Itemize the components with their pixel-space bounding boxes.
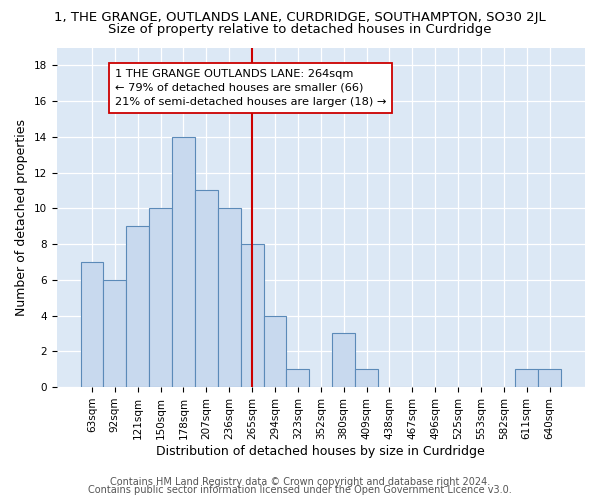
Bar: [241, 244, 263, 387]
Bar: [355, 369, 378, 387]
Bar: [127, 226, 149, 387]
Y-axis label: Number of detached properties: Number of detached properties: [15, 119, 28, 316]
Bar: [286, 369, 310, 387]
Bar: [218, 208, 241, 387]
Bar: [80, 262, 103, 387]
Text: Contains public sector information licensed under the Open Government Licence v3: Contains public sector information licen…: [88, 485, 512, 495]
Text: Size of property relative to detached houses in Curdridge: Size of property relative to detached ho…: [108, 22, 492, 36]
Bar: [263, 316, 286, 387]
Bar: [538, 369, 561, 387]
Text: 1 THE GRANGE OUTLANDS LANE: 264sqm
← 79% of detached houses are smaller (66)
21%: 1 THE GRANGE OUTLANDS LANE: 264sqm ← 79%…: [115, 69, 386, 107]
Text: 1, THE GRANGE, OUTLANDS LANE, CURDRIDGE, SOUTHAMPTON, SO30 2JL: 1, THE GRANGE, OUTLANDS LANE, CURDRIDGE,…: [54, 11, 546, 24]
Bar: [172, 137, 195, 387]
X-axis label: Distribution of detached houses by size in Curdridge: Distribution of detached houses by size …: [157, 444, 485, 458]
Bar: [332, 334, 355, 387]
Bar: [149, 208, 172, 387]
Bar: [195, 190, 218, 387]
Text: Contains HM Land Registry data © Crown copyright and database right 2024.: Contains HM Land Registry data © Crown c…: [110, 477, 490, 487]
Bar: [515, 369, 538, 387]
Bar: [103, 280, 127, 387]
